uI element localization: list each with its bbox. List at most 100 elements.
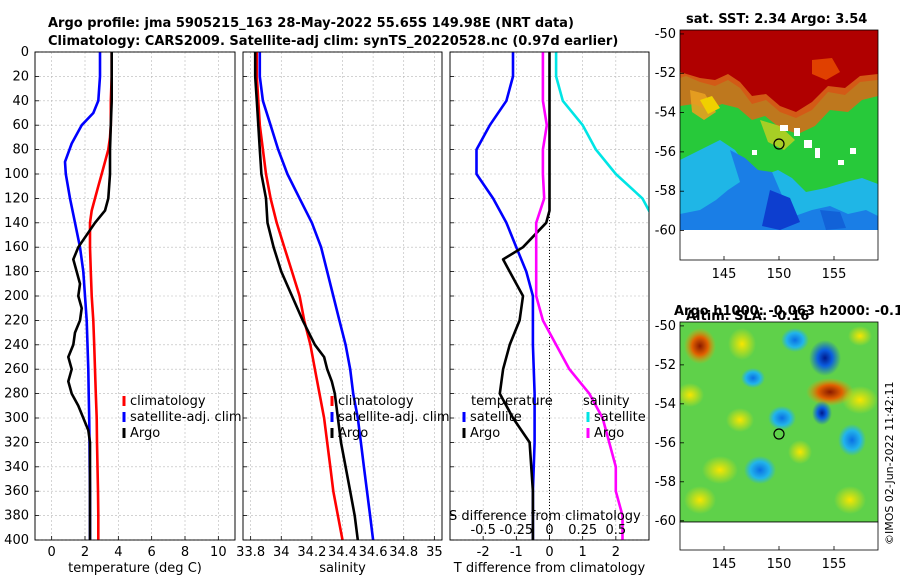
sst-map xyxy=(680,30,878,230)
y-tick-label: 400 xyxy=(4,533,29,548)
y-tick-label: 100 xyxy=(4,167,29,182)
s-tick-label: 0.25 xyxy=(568,523,597,538)
x-tick-label: 6 xyxy=(148,545,156,560)
x-tick-label: 0 xyxy=(545,545,553,560)
x-tick-label: 34.6 xyxy=(359,545,388,560)
map-y-tick-label: -56 xyxy=(655,436,676,451)
x-tick-label: 34.4 xyxy=(328,545,357,560)
map-y-tick-label: -58 xyxy=(655,475,676,490)
legend-label-argo: Argo xyxy=(130,426,160,441)
x-tick-label: 2 xyxy=(81,545,89,560)
x-tick-label: -2 xyxy=(477,545,490,560)
s-difference-ticks: -0.5 -0.25 0 0.25 0.5 xyxy=(470,523,626,538)
x-tick-label: -1 xyxy=(510,545,523,560)
map-y-tick-label: -58 xyxy=(655,184,676,199)
s-difference-label: S difference from climatology xyxy=(449,509,641,524)
legend-label-t-argo: Argo xyxy=(470,426,500,441)
x-tick-label: 10 xyxy=(210,545,227,560)
y-tick-label: 20 xyxy=(12,69,29,84)
map-x-tick-label: 150 xyxy=(767,267,792,282)
map-y-tick-label: -52 xyxy=(655,66,676,81)
map-x-tick-label: 155 xyxy=(822,267,847,282)
x-tick-label: 2 xyxy=(612,545,620,560)
map-x-tick-label: 145 xyxy=(712,267,737,282)
y-tick-label: 320 xyxy=(4,435,29,450)
imos-watermark: ©IMOS 02-Jun-2022 11:42:11 xyxy=(883,381,896,545)
map-y-tick-label: -50 xyxy=(655,319,676,334)
map-y-tick-label: -54 xyxy=(655,106,676,121)
temperature-panel: 0 2 4 6 8 10020406080100120140160180200220240… xyxy=(4,45,236,576)
y-tick-label: 360 xyxy=(4,484,29,499)
y-tick-label: 200 xyxy=(4,289,29,304)
x-tick-label: 8 xyxy=(181,545,189,560)
y-tick-label: 80 xyxy=(12,143,29,158)
legend-title-temperature: temperature xyxy=(471,394,553,409)
series-line-argo xyxy=(253,52,360,540)
map-y-tick-label: -52 xyxy=(655,358,676,373)
y-tick-label: 0 xyxy=(21,45,29,60)
s-tick-label: 0.5 xyxy=(605,523,626,538)
x-axis-label: T difference from climatology xyxy=(453,561,646,576)
sst-argo-marker xyxy=(773,138,785,150)
x-tick-label: 34.8 xyxy=(389,545,418,560)
series-line-climatology xyxy=(255,52,344,540)
x-axis-label: temperature (deg C) xyxy=(68,561,202,576)
y-tick-label: 340 xyxy=(4,460,29,475)
figure-title-line1: Argo profile: jma 5905215_163 28-May-202… xyxy=(48,16,574,31)
salinity-panel: 33.8 34 34.2 34.4 34.6 34.8 35 salinity xyxy=(236,51,443,576)
series-line-s-satellite xyxy=(554,52,649,214)
map-y-tick-label: -56 xyxy=(655,145,676,160)
series-line-t-satellite xyxy=(475,52,536,540)
difference-legend: temperature satellite Argo salinity sate… xyxy=(462,394,646,441)
y-tick-label: 240 xyxy=(4,338,29,353)
map-x-tick-label: 155 xyxy=(822,557,847,572)
x-tick-label: 4 xyxy=(114,545,122,560)
sst-map-ticks: 145 150 155 -50 -52 -54 -56 -58 -60 xyxy=(655,27,847,282)
y-tick-label: 120 xyxy=(4,191,29,206)
sla-map xyxy=(680,322,878,522)
y-tick-label: 300 xyxy=(4,411,29,426)
map-y-tick-label: -60 xyxy=(655,224,676,239)
x-axis-label: salinity xyxy=(319,561,366,576)
x-tick-label: 34 xyxy=(273,545,290,560)
map-y-tick-label: -54 xyxy=(655,397,676,412)
x-tick-label: 35 xyxy=(426,545,443,560)
series-line-argo xyxy=(67,52,113,540)
legend-label-s-satellite: satellite xyxy=(594,410,646,425)
legend-label-satellite: satellite-adj. clim xyxy=(338,410,450,425)
x-tick-label: 34.2 xyxy=(297,545,326,560)
s-tick-label: -0.5 xyxy=(470,523,495,538)
y-tick-label: 60 xyxy=(12,118,29,133)
series-line-satellite-adj-clim xyxy=(258,52,375,540)
sla-map-ticks: 145 150 155 -50 -52 -54 -56 -58 -60 xyxy=(655,319,847,572)
sst-map-title: sat. SST: 2.34 Argo: 3.54 xyxy=(686,12,867,27)
legend-label-s-argo: Argo xyxy=(594,426,624,441)
y-tick-label: 380 xyxy=(4,509,29,524)
series-line-t-argo xyxy=(498,52,551,540)
map-x-tick-label: 145 xyxy=(712,557,737,572)
legend-label-t-satellite: satellite xyxy=(470,410,522,425)
legend-title-salinity: salinity xyxy=(583,394,630,409)
y-tick-label: 220 xyxy=(4,313,29,328)
figure-title-line2: Climatology: CARS2009. Satellite-adj cli… xyxy=(48,34,618,49)
map-y-tick-label: -60 xyxy=(655,514,676,529)
y-tick-label: 160 xyxy=(4,240,29,255)
temperature-legend: climatology satellite-adj. clim Argo xyxy=(122,394,242,441)
y-tick-label: 140 xyxy=(4,216,29,231)
y-tick-label: 180 xyxy=(4,265,29,280)
legend-label-satellite: satellite-adj. clim xyxy=(130,410,242,425)
series-line-s-argo xyxy=(534,52,624,540)
sla-map-title-line2: Argo h1000: -0.063 h2000: -0.13 xyxy=(674,304,900,319)
sla-argo-marker xyxy=(773,428,785,440)
y-tick-label: 260 xyxy=(4,362,29,377)
salinity-legend: climatology satellite-adj. clim Argo xyxy=(330,394,450,441)
legend-label-climatology: climatology xyxy=(338,394,414,409)
x-tick-label: 0 xyxy=(48,545,56,560)
y-tick-label: 280 xyxy=(4,387,29,402)
difference-panel: -2 -1 0 1 2T difference from climatology xyxy=(449,51,650,576)
map-x-tick-label: 150 xyxy=(767,557,792,572)
legend-label-argo: Argo xyxy=(338,426,368,441)
y-tick-label: 40 xyxy=(12,94,29,109)
s-tick-label: 0 xyxy=(545,523,553,538)
